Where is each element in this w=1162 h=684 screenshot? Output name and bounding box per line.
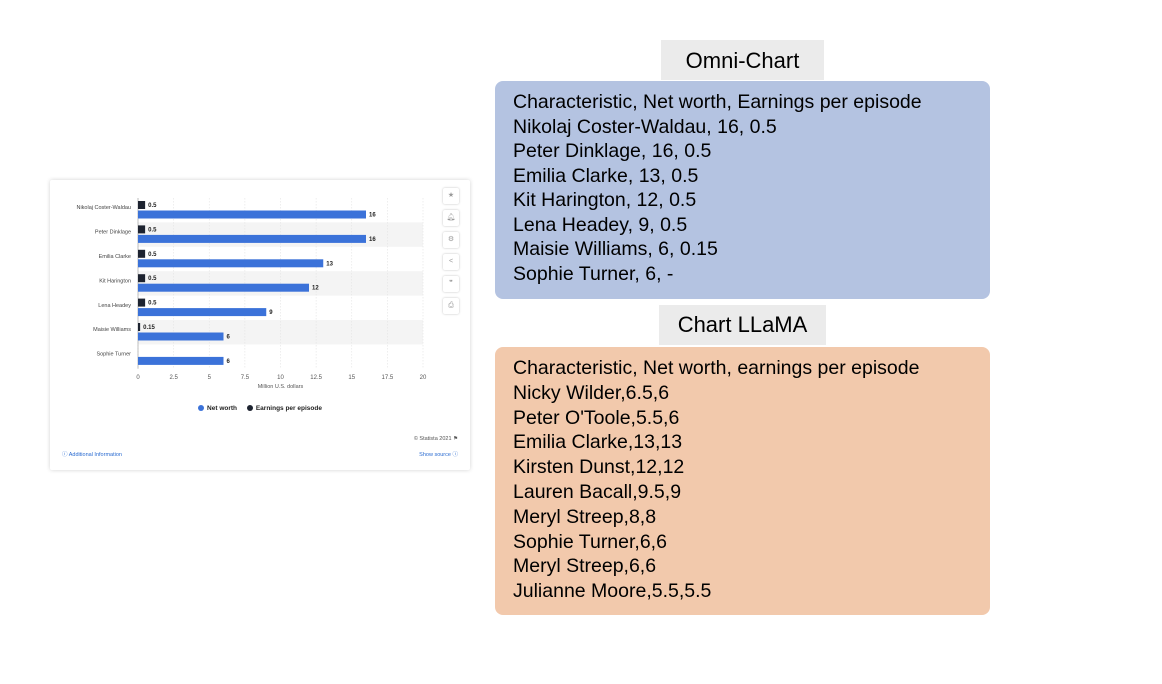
bar-earnings-per-episode [138,249,146,258]
data-label: 13 [326,261,333,267]
bar-net-worth [138,308,267,317]
category-label: Peter Dinklage [95,230,131,236]
x-tick-label: 0 [136,375,140,381]
bar-net-worth [138,234,366,243]
bar-earnings-per-episode [138,323,141,331]
x-tick-label: 7.5 [241,375,250,381]
bell-icon[interactable]: 🔔︎ [443,210,459,226]
output-line: Characteristic, Net worth, earnings per … [513,357,920,379]
additional-info-label: Additional Information [68,452,122,458]
bar-chart: 0 2.5 5 7.5 10 12.5 15 17.5 20 Million U.S. dolla… [76,198,427,390]
x-axis-title: Million U.S. dollars [258,384,304,390]
info-icon: ⓘ [62,452,68,458]
output-line: Characteristic, Net worth, Earnings per … [513,91,922,113]
bar-earnings-per-episode [138,298,146,307]
category-label: Kit Harington [99,278,131,284]
bar-earnings-per-episode [138,225,146,234]
bar-net-worth [138,332,224,341]
output-line: Sophie Turner,6,6 [513,530,667,553]
show-source-label: Show source [419,452,451,458]
output-line: Sophie Turner, 6, - [513,262,674,285]
data-label: 16 [369,213,376,219]
category-label: Sophie Turner [96,352,131,358]
output-line: Peter Dinklage, 16, 0.5 [513,140,712,162]
bar-net-worth [138,210,366,219]
x-tick-label: 2.5 [169,375,178,381]
data-label: 6 [227,359,231,365]
output-line: Maisie Williams, 6, 0.15 [513,238,718,260]
share-icon[interactable]: < [443,254,459,270]
legend-item-net-worth[interactable]: Net worth [198,405,237,412]
output-line: Nikolaj Coster-Waldau, 16, 0.5 [513,115,777,138]
legend-label: Earnings per episode [255,405,322,412]
output-line: Emilia Clarke,13,13 [513,431,683,454]
legend-swatch [198,405,205,412]
category-label: Maisie Williams [93,327,131,333]
x-tick-label: 5 [208,375,212,381]
star-icon[interactable]: ★ [443,188,459,204]
output-line: Peter O'Toole,5.5,6 [513,406,680,429]
chart-legend: Net worth Earnings per episode [50,405,470,412]
additional-info-link[interactable]: ⓘ Additional Information [62,450,122,458]
copyright-text: © Statista 2021 [413,436,452,442]
x-tick-label: 17.5 [382,375,394,381]
chart-card: 0 2.5 5 7.5 10 12.5 15 17.5 20 Million U.S. dolla… [50,180,470,470]
omni-chart-title: Omni-Chart [661,40,824,80]
x-tick-label: 12.5 [310,375,322,381]
data-label: 0.15 [143,325,155,331]
flag-icon[interactable]: ⚑ [453,436,458,442]
chart-llama-title: Chart LLaMA [659,305,826,345]
chart-llama-output: Characteristic, Net worth, earnings per … [495,347,990,615]
bar-earnings-per-episode [138,274,146,283]
output-line: Lena Headey, 9, 0.5 [513,213,688,236]
print-icon[interactable]: ⎙ [443,298,459,314]
output-line: Kit Harington, 12, 0.5 [513,189,697,211]
omni-chart-output: Characteristic, Net worth, Earnings per … [495,81,990,299]
chart-toolbar: ★ 🔔︎ ⚙ < ❞ ⎙ [443,188,461,320]
data-label: 0.5 [148,276,157,282]
data-label: 6 [227,335,231,341]
info-icon: ⓘ [452,452,458,458]
data-label: 12 [312,286,319,292]
category-label: Lena Headey [98,303,131,309]
bar-net-worth [138,259,324,268]
quote-icon[interactable]: ❞ [443,276,459,292]
output-line: Julianne Moore,5.5,5.5 [513,580,712,603]
show-source-link[interactable]: Show source ⓘ [419,450,458,458]
legend-item-earnings[interactable]: Earnings per episode [246,405,322,412]
bar-net-worth [138,283,309,292]
data-label: 0.5 [148,252,157,258]
output-line: Meryl Streep,8,8 [513,505,657,528]
bar-earnings-per-episode [138,201,146,209]
gear-icon[interactable]: ⚙ [443,232,459,248]
data-label: 16 [369,237,376,243]
row-band [138,320,423,345]
data-label: 0.5 [148,301,157,307]
data-label: 9 [269,310,273,316]
legend-label: Net worth [207,405,238,412]
data-label: 0.5 [148,203,157,209]
x-tick-label: 20 [420,375,427,381]
bar-net-worth [138,356,224,365]
category-label: Nikolaj Coster-Waldau [76,205,131,211]
legend-swatch [246,405,253,412]
data-label: 0.5 [148,227,157,233]
output-line: Lauren Bacall,9.5,9 [513,480,682,503]
output-line: Nicky Wilder,6.5,6 [513,381,670,404]
output-line: Meryl Streep,6,6 [513,555,657,578]
output-line: Emilia Clarke, 13, 0.5 [513,164,699,187]
x-tick-label: 15 [348,375,355,381]
category-label: Emilia Clarke [99,254,131,260]
output-line: Kirsten Dunst,12,12 [513,456,685,479]
x-tick-label: 10 [277,375,284,381]
copyright: © Statista 2021 ⚑ [414,436,458,442]
